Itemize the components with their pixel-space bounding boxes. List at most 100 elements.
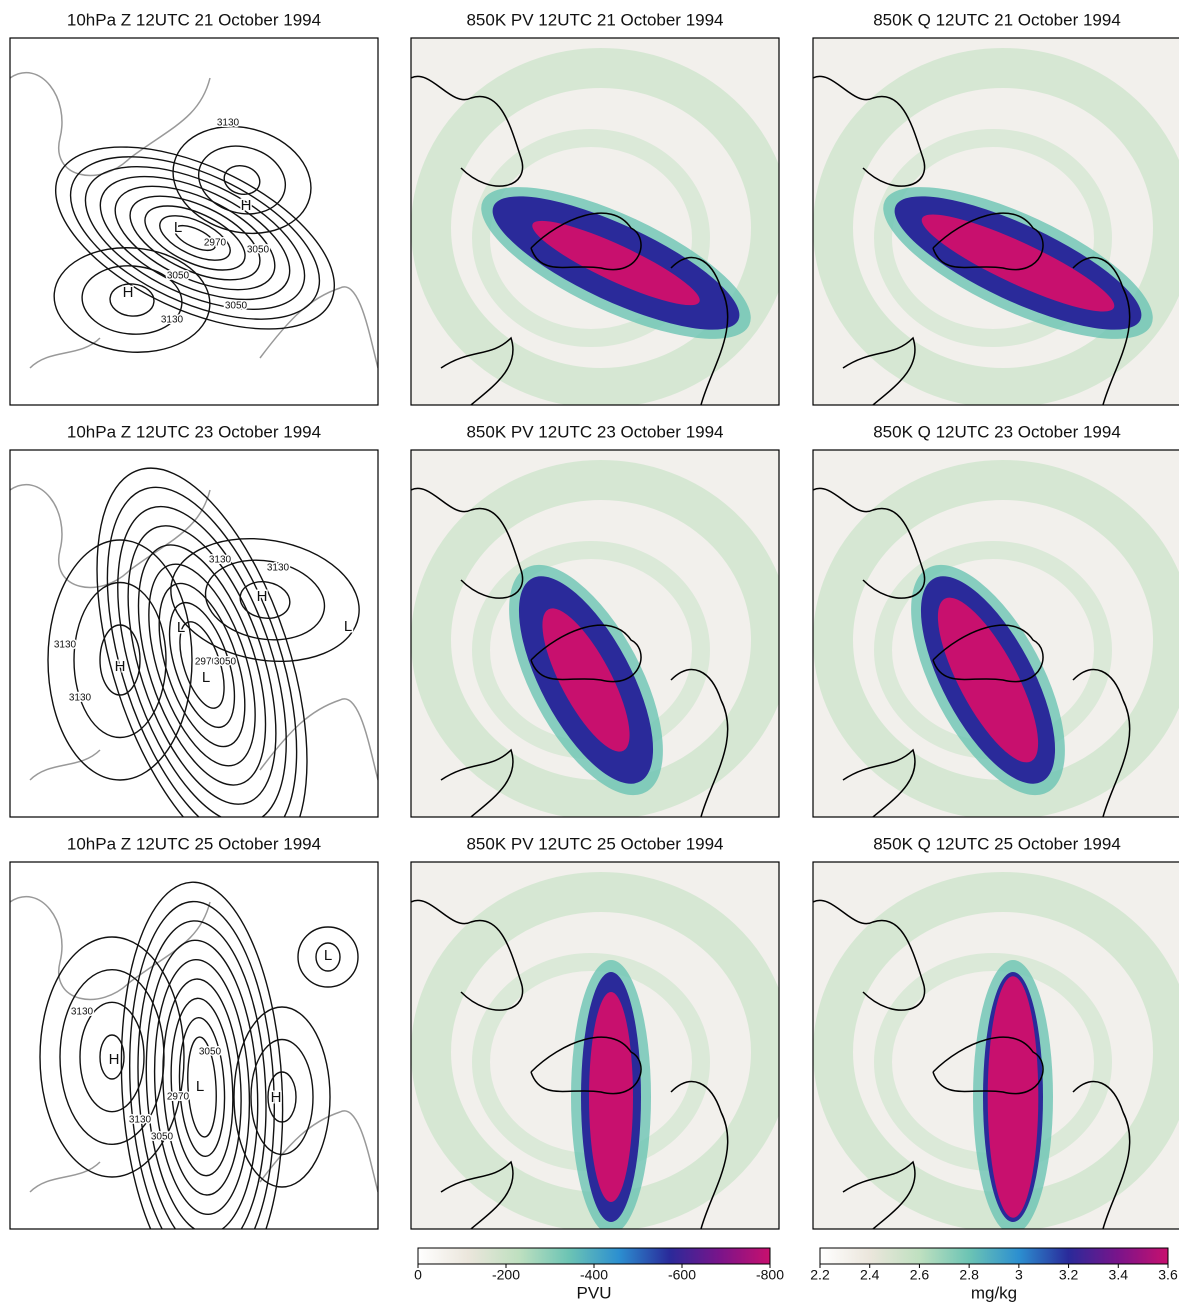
contour-line — [223, 164, 261, 196]
contour-line — [239, 581, 291, 619]
contour-label: 3130 — [217, 118, 240, 129]
panel-frame — [410, 37, 780, 406]
panel-title: 850K PV 12UTC 21 October 1994 — [466, 10, 723, 29]
contour-line — [127, 525, 277, 805]
center-label: H — [109, 1051, 120, 1068]
colorbar-tick-label: 2.6 — [910, 1267, 930, 1283]
tracer-core — [589, 992, 633, 1202]
tracer-core — [921, 214, 1115, 312]
map-panel — [812, 449, 1179, 818]
coastline — [411, 899, 729, 1229]
contour-label: 3130 — [71, 1007, 94, 1018]
swirl — [411, 460, 779, 817]
contour-line — [204, 559, 326, 641]
contour-line — [129, 195, 261, 281]
colorbar-unit: PVU — [577, 1283, 612, 1302]
center-label: L — [202, 669, 210, 686]
map-background — [10, 862, 378, 1229]
panel-title: 10hPa Z 12UTC 25 October 1994 — [67, 834, 321, 853]
contour-line — [53, 247, 211, 353]
contour-label: 2970 — [195, 657, 218, 668]
contour-label: 3050 — [167, 271, 190, 282]
panel-frame — [812, 449, 1179, 818]
center-label: H — [241, 197, 252, 214]
contour-line — [174, 224, 216, 252]
contour-label: 3050 — [225, 301, 248, 312]
swirl — [874, 129, 1112, 347]
contour-line — [120, 881, 284, 1229]
contour-label: 2970 — [167, 1092, 190, 1103]
contour-line — [197, 145, 287, 215]
contour-label: 3050 — [247, 245, 270, 256]
contour-line — [168, 601, 236, 729]
coastline — [411, 75, 729, 405]
swirl — [472, 129, 710, 347]
colorbar-tick-label: -400 — [580, 1267, 608, 1283]
contour-line — [117, 505, 287, 817]
contour-line — [96, 467, 308, 817]
coastline — [10, 483, 378, 781]
map-panel — [410, 861, 780, 1230]
panel-title: 850K PV 12UTC 23 October 1994 — [466, 422, 723, 441]
contour-label: 3050 — [151, 1132, 174, 1143]
contour-label: 2970 — [204, 238, 227, 249]
contour-line — [69, 156, 321, 320]
contour-line — [170, 997, 234, 1177]
contour-line — [250, 1038, 314, 1156]
contour-line — [172, 125, 312, 235]
contour-line — [297, 926, 359, 988]
panel-frame — [410, 861, 780, 1230]
panel-title: 850K PV 12UTC 25 October 1994 — [466, 834, 723, 853]
map-background — [10, 38, 378, 405]
contour-line — [148, 563, 256, 767]
panel-frame — [9, 861, 379, 1230]
colorbar-tick-label: 3.2 — [1059, 1267, 1079, 1283]
coastline — [813, 75, 1131, 405]
tracer-core — [532, 220, 700, 306]
swirl — [813, 48, 1179, 405]
colorbar-tick-label: 3.6 — [1158, 1267, 1178, 1283]
contour-line — [79, 1001, 145, 1113]
contour-label: 3050 — [199, 1047, 222, 1058]
contour-line — [159, 215, 231, 261]
contour-line — [99, 624, 141, 696]
contour-line — [84, 165, 306, 311]
contour-line — [81, 265, 183, 335]
map-background — [10, 450, 378, 817]
colorbar-tick-label: 3.4 — [1109, 1267, 1129, 1283]
contour-label: 3130 — [267, 563, 290, 574]
contour-line — [128, 900, 276, 1229]
swirl — [813, 460, 1179, 817]
contour-line — [137, 544, 267, 786]
contour-line — [162, 978, 242, 1196]
contour-line — [267, 1071, 297, 1123]
map-panel: L 3130 H 3050 L 2970 H 3130 3050 — [9, 861, 379, 1230]
contour-line — [47, 539, 193, 781]
contour-label: 3130 — [69, 693, 92, 704]
colorbar-tick-label: 2.2 — [810, 1267, 830, 1283]
center-label: H — [257, 588, 268, 605]
panel-title: 850K Q 12UTC 21 October 1994 — [873, 10, 1121, 29]
tracer-core — [937, 597, 1039, 763]
contour-line — [144, 205, 246, 271]
center-label: L — [177, 619, 185, 636]
contour-line — [187, 1036, 217, 1138]
contour-line — [233, 1006, 331, 1188]
colorbar-tick-label: 3 — [1015, 1267, 1023, 1283]
colorbar-tick-label: -200 — [492, 1267, 520, 1283]
colorbar-tick-label: 2.8 — [959, 1267, 979, 1283]
panel-frame — [812, 861, 1179, 1230]
contour-label: 3050 — [214, 657, 237, 668]
contour-line — [73, 581, 167, 739]
contour-line — [109, 283, 155, 317]
center-label: L — [196, 1078, 204, 1095]
center-label: H — [115, 658, 126, 675]
colorbar-tick-label: 0 — [414, 1267, 422, 1283]
coastline — [813, 487, 1131, 817]
center-label: L — [344, 618, 352, 635]
contour-line — [315, 942, 341, 972]
panel-frame — [812, 37, 1179, 406]
map-panel — [410, 37, 780, 406]
